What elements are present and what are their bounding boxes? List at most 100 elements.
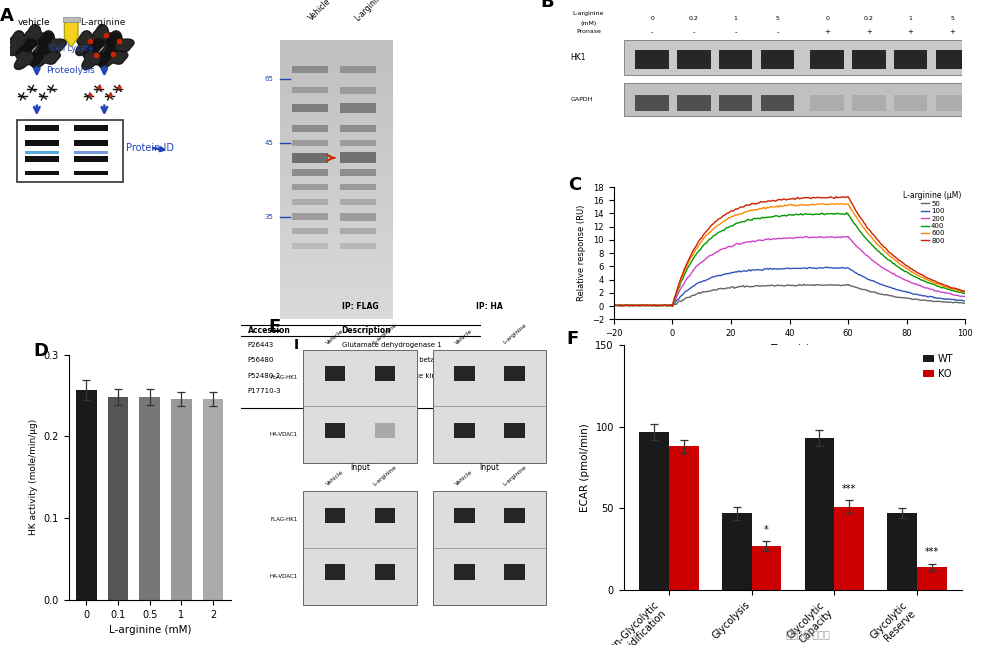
50 [798, 281, 810, 288]
Bar [292, 66, 328, 74]
Text: HA-VDAC1: HA-VDAC1 [270, 432, 298, 437]
X-axis label: L-arginine (mM): L-arginine (mM) [108, 625, 191, 635]
Bar [625, 83, 974, 115]
Bar [722, 513, 751, 590]
Text: 65: 65 [264, 75, 273, 82]
Text: Proteolysis: Proteolysis [46, 66, 95, 75]
100 [667, 303, 679, 310]
Text: -: - [692, 29, 695, 35]
Text: +: + [907, 29, 913, 35]
Bar [455, 508, 474, 523]
Text: -: - [651, 29, 653, 35]
Bar [751, 546, 782, 590]
Text: 45: 45 [264, 140, 273, 146]
Bar [292, 104, 328, 112]
Text: -: - [735, 29, 736, 35]
Text: FLAG-HK1: FLAG-HK1 [271, 517, 298, 522]
100 [665, 301, 677, 309]
Text: P52480-2: P52480-2 [247, 373, 281, 379]
X-axis label: Time (s): Time (s) [770, 344, 809, 353]
50 [623, 302, 634, 310]
Bar [852, 50, 886, 68]
Text: 0.2: 0.2 [864, 15, 874, 21]
Bar [77, 390, 96, 600]
Text: HA-VDAC1: HA-VDAC1 [270, 574, 298, 579]
600 [843, 200, 854, 208]
Polygon shape [25, 25, 53, 49]
800 [623, 302, 634, 310]
800 [667, 303, 679, 310]
100 [959, 297, 971, 304]
Text: P17710-3: P17710-3 [247, 388, 282, 394]
200 [729, 241, 740, 249]
Bar [292, 169, 328, 176]
Text: L-arginine: L-arginine [353, 0, 387, 23]
Text: 35: 35 [264, 213, 273, 219]
600 [937, 283, 949, 290]
Polygon shape [82, 45, 111, 70]
50 [937, 298, 949, 306]
Bar [171, 399, 191, 600]
Text: E: E [268, 319, 280, 337]
Text: 0: 0 [650, 15, 654, 21]
200 [617, 302, 628, 310]
Text: Vehicle: Vehicle [455, 328, 474, 345]
Text: L-arginine: L-arginine [372, 322, 398, 345]
800 [959, 288, 971, 295]
Bar [340, 228, 376, 235]
Bar [455, 366, 474, 381]
Bar [325, 366, 345, 381]
Text: D: D [33, 342, 48, 361]
Bar [292, 153, 328, 163]
Text: HK1: HK1 [571, 53, 586, 62]
Bar [340, 124, 376, 132]
Bar [635, 50, 669, 68]
Text: ***: *** [925, 548, 939, 557]
Bar [325, 564, 345, 580]
Text: I: I [294, 338, 299, 352]
Bar [139, 397, 160, 600]
Bar [292, 184, 328, 190]
Bar [292, 213, 328, 220]
Bar [375, 564, 395, 580]
Text: L-arginine: L-arginine [573, 10, 604, 15]
Bar [325, 508, 345, 523]
Line: 800: 800 [614, 197, 965, 306]
200 [959, 293, 971, 301]
Bar [761, 95, 794, 110]
Bar [639, 432, 669, 590]
Text: Vehicle: Vehicle [325, 328, 345, 345]
Bar [625, 41, 974, 75]
100 [631, 302, 643, 310]
Text: IP: FLAG: IP: FLAG [342, 303, 378, 312]
Bar [761, 50, 794, 68]
Text: 1: 1 [734, 15, 737, 21]
Text: 0: 0 [825, 15, 829, 21]
Bar [917, 568, 947, 590]
Bar [303, 491, 416, 605]
400 [667, 303, 679, 310]
Y-axis label: HK activity (mole/min/μg): HK activity (mole/min/μg) [29, 419, 38, 535]
100 [843, 264, 854, 272]
Polygon shape [37, 31, 67, 55]
Bar [74, 125, 108, 130]
Bar [505, 508, 524, 523]
600 [665, 302, 677, 310]
200 [633, 302, 645, 310]
Bar [375, 366, 395, 381]
50 [667, 303, 679, 310]
Line: 200: 200 [614, 237, 965, 306]
100 [608, 302, 620, 310]
Bar [835, 507, 864, 590]
Text: Vehicle: Vehicle [325, 470, 345, 487]
800 [665, 301, 677, 309]
Text: Protein ID: Protein ID [127, 143, 175, 153]
200 [837, 233, 848, 241]
Bar [804, 438, 835, 590]
Text: +: + [866, 29, 872, 35]
Bar [505, 422, 524, 438]
400 [631, 302, 643, 310]
400 [729, 221, 740, 228]
400 [608, 301, 620, 309]
400 [843, 211, 854, 219]
